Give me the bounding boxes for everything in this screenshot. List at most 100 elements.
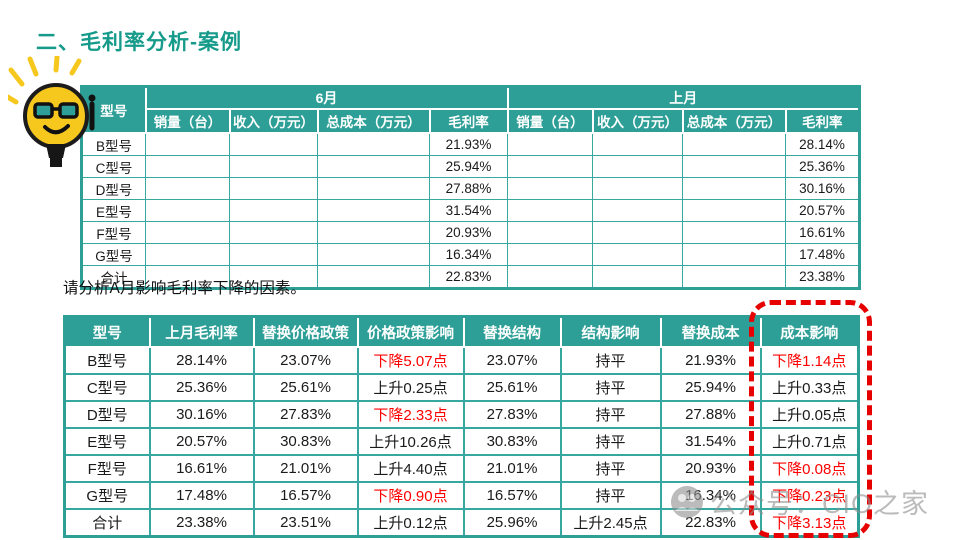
watermark-text: 公众号：CIO之家 [710, 489, 930, 519]
table-cell: 合计 [63, 508, 151, 538]
table-cell: 20.57% [148, 427, 255, 456]
table-cell: G型号 [63, 481, 151, 510]
table-cell [592, 199, 683, 222]
table-cell: 持平 [559, 373, 662, 402]
table-cell [507, 221, 593, 244]
table-cell: 30.83% [462, 427, 562, 456]
column-header: 毛利率 [784, 108, 861, 134]
table-row: B型号 28.14% 23.07% 下降5.07点 23.07% 持平 21.93% 下降1.… [63, 346, 860, 375]
table-cell [507, 243, 593, 266]
table-cell [682, 221, 786, 244]
table-cell: 27.83% [462, 400, 562, 429]
margin-factor-analysis-table: 型号 上月毛利率 替换价格政策 价格政策影响 替换结构 结构影响 替换成本 成本… [63, 315, 860, 538]
table-row: G型号 16.34% 17.48% [81, 243, 860, 266]
table-row: F型号 20.93% 16.61% [81, 221, 860, 244]
table-cell: 31.54% [659, 427, 762, 456]
table-cell: 28.14% [148, 346, 255, 375]
table1-sub-header-row: 销量（台） 收入（万元） 总成本（万元） 毛利率 销量（台） 收入（万元） 总成… [82, 108, 861, 134]
table-cell: 持平 [559, 346, 662, 375]
table-cell: 20.57% [785, 199, 860, 222]
table-cell: 上升10.26点 [356, 427, 465, 456]
table-cell: 16.61% [785, 221, 860, 244]
table-cell: 31.54% [429, 199, 508, 222]
wechat-account-icon [671, 485, 703, 518]
table-cell: B型号 [63, 346, 151, 375]
table-cell [682, 199, 786, 222]
table-cell: 25.96% [462, 508, 562, 538]
table-cell [145, 243, 230, 266]
table-cell: 持平 [559, 427, 662, 456]
table-cell [229, 177, 318, 200]
table-cell: 23.07% [462, 346, 562, 375]
column-header: 上月毛利率 [148, 315, 255, 348]
table-cell: 持平 [559, 454, 662, 483]
table-cell [145, 132, 230, 156]
column-header: 型号 [63, 315, 151, 348]
table-cell: 22.83% [429, 265, 508, 289]
table-cell: G型号 [81, 243, 146, 266]
column-header: 销量（台） [144, 108, 231, 134]
table-cell [592, 177, 683, 200]
table-cell: 上升2.45点 [559, 508, 662, 538]
table-cell: 持平 [559, 400, 662, 429]
table-cell: 下降0.08点 [759, 454, 860, 483]
table-cell [145, 265, 230, 289]
table-cell: 上升4.40点 [356, 454, 465, 483]
table-cell: 16.57% [252, 481, 359, 510]
table-cell [229, 132, 318, 156]
table-cell: 21.93% [429, 132, 508, 156]
table-cell [229, 199, 318, 222]
table2-body: B型号 28.14% 23.07% 下降5.07点 23.07% 持平 21.93% 下降1.… [63, 346, 860, 538]
table-cell [682, 155, 786, 178]
table-cell [317, 177, 430, 200]
table-cell: 上升0.71点 [759, 427, 860, 456]
table-cell [592, 155, 683, 178]
margin-comparison-table: 型号 6月 上月 销量（台） 收入（万元） 总成本（万元） 毛利率 销量（台） … [80, 85, 861, 290]
table-cell [317, 243, 430, 266]
table-cell: 23.38% [785, 265, 860, 289]
table-cell [229, 221, 318, 244]
table-row: D型号 27.88% 30.16% [81, 177, 860, 200]
table-cell: 上升0.33点 [759, 373, 860, 402]
table-cell: E型号 [63, 427, 151, 456]
table-row: 合计 22.83% 23.38% [81, 265, 860, 289]
table-cell: 下降0.90点 [356, 481, 465, 510]
table-cell [592, 243, 683, 266]
column-header: 毛利率 [428, 108, 509, 134]
table-cell: 20.93% [429, 221, 508, 244]
table-cell: 25.61% [462, 373, 562, 402]
table-cell [507, 132, 593, 156]
table-cell [229, 265, 318, 289]
table-cell [592, 221, 683, 244]
table-cell [682, 265, 786, 289]
table-cell: 21.01% [462, 454, 562, 483]
table1-body: B型号 21.93% 28.14% C型号 25.94% 25.36% D型号 27.88% 3… [81, 132, 860, 289]
table-cell: 25.36% [148, 373, 255, 402]
table-cell: 27.88% [429, 177, 508, 200]
table-cell [317, 155, 430, 178]
column-header: 替换结构 [462, 315, 562, 348]
table-cell: 27.88% [659, 400, 762, 429]
table-row: E型号 20.57% 30.83% 上升10.26点 30.83% 持平 31.54% 上升0… [63, 427, 860, 456]
table-row: G型号 17.48% 16.57% 下降0.90点 16.57% 持平 16.34% 下降0.… [63, 481, 860, 510]
table-cell: E型号 [81, 199, 146, 222]
table-cell [317, 221, 430, 244]
table-cell: 30.16% [785, 177, 860, 200]
table-cell: 16.61% [148, 454, 255, 483]
table-cell: 21.01% [252, 454, 359, 483]
table-cell: 27.83% [252, 400, 359, 429]
table-cell: 30.83% [252, 427, 359, 456]
table-cell [682, 243, 786, 266]
table-cell [682, 132, 786, 156]
table-cell: 16.34% [429, 243, 508, 266]
column-header: 总成本（万元） [681, 108, 787, 134]
table-cell: 21.93% [659, 346, 762, 375]
table-cell: 28.14% [785, 132, 860, 156]
table-row: B型号 21.93% 28.14% [81, 132, 860, 156]
table-cell: 25.61% [252, 373, 359, 402]
column-header: 总成本（万元） [316, 108, 431, 134]
table-cell [145, 199, 230, 222]
table-cell: F型号 [63, 454, 151, 483]
table-cell [145, 177, 230, 200]
lightbulb-icon [3, 54, 112, 191]
